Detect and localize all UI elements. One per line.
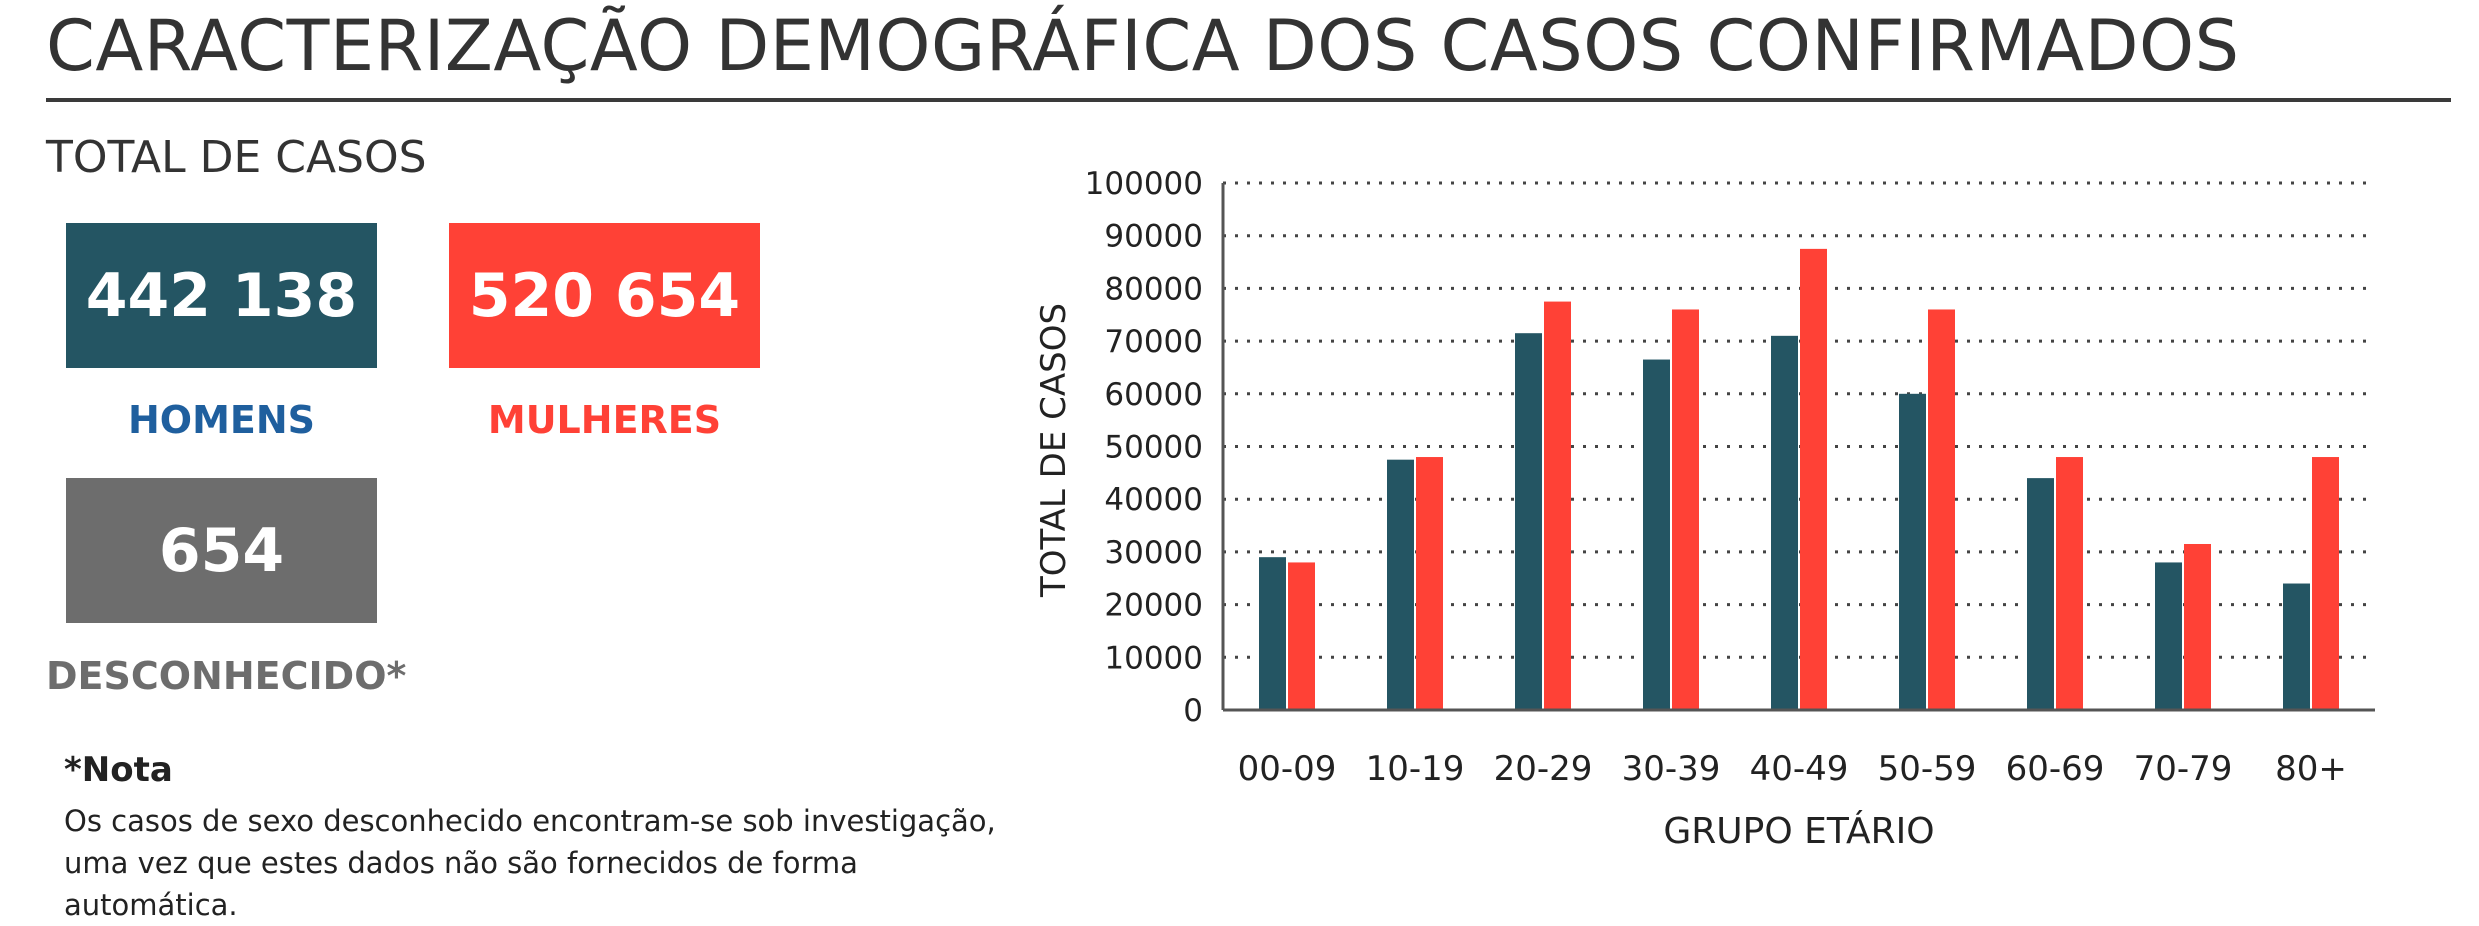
bar-40-49-series-1 <box>1771 335 1798 710</box>
unknown-label: DESCONHECIDO* <box>46 654 407 698</box>
men-total-value: 442 138 <box>85 260 358 331</box>
y-tick-label: 100000 <box>1085 166 1203 202</box>
y-tick-label: 80000 <box>1104 271 1203 307</box>
bar-30-39-series-2 <box>1672 309 1699 710</box>
bar-00-09-series-2 <box>1288 562 1315 710</box>
x-tick-label: 80+ <box>2275 749 2347 789</box>
note-heading: *Nota <box>64 750 173 790</box>
page-title: CARACTERIZAÇÃO DEMOGRÁFICA DOS CASOS CON… <box>46 5 2240 87</box>
x-tick-label: 50-59 <box>1878 749 1977 789</box>
x-tick-label: 70-79 <box>2134 749 2233 789</box>
women-total-box: 520 654 <box>449 223 760 368</box>
chart-gridlines <box>1223 181 2375 659</box>
y-tick-label: 90000 <box>1104 219 1203 255</box>
note-text: Os casos de sexo desconhecido encontram-… <box>64 800 1024 926</box>
bar-50-59-series-1 <box>1899 393 1926 710</box>
chart-bars <box>1259 248 2339 710</box>
unknown-total-value: 654 <box>158 515 285 586</box>
unknown-total-box: 654 <box>66 478 377 623</box>
x-axis-ticks: 00-09 10-19 20-29 30-39 40-49 50-59 60-69 70-79… <box>1238 749 2347 789</box>
bar-60-69-series-2 <box>2056 457 2083 710</box>
x-tick-label: 00-09 <box>1238 749 1337 789</box>
bar-10-19-series-1 <box>1387 459 1414 710</box>
y-tick-label: 60000 <box>1104 377 1203 413</box>
bar-20-29-series-2 <box>1544 301 1571 710</box>
bar-80+-series-2 <box>2312 457 2339 710</box>
x-tick-label: 40-49 <box>1750 749 1849 789</box>
bar-20-29-series-1 <box>1515 333 1542 710</box>
bar-70-79-series-1 <box>2155 562 2182 710</box>
x-tick-label: 10-19 <box>1366 749 1465 789</box>
x-tick-label: 60-69 <box>2006 749 2105 789</box>
women-label: MULHERES <box>487 398 722 442</box>
chart-axes <box>1221 183 2375 712</box>
x-axis-title: GRUPO ETÁRIO <box>1663 810 1934 852</box>
bar-30-39-series-1 <box>1643 359 1670 710</box>
y-tick-label: 10000 <box>1104 640 1203 676</box>
women-total-value: 520 654 <box>468 260 741 331</box>
bar-00-09-series-1 <box>1259 557 1286 710</box>
bar-60-69-series-1 <box>2027 478 2054 710</box>
men-label: HOMENS <box>127 398 316 442</box>
y-tick-label: 40000 <box>1104 482 1203 518</box>
y-axis-ticks: 0 10000 20000 30000 40000 50000 60000 70000 8000… <box>1085 166 1203 729</box>
y-tick-label: 50000 <box>1104 430 1203 466</box>
x-tick-label: 20-29 <box>1494 749 1593 789</box>
y-axis-title: TOTAL DE CASOS <box>1034 303 1074 598</box>
bar-40-49-series-2 <box>1800 248 1827 710</box>
bar-50-59-series-2 <box>1928 309 1955 710</box>
note-line-1: Os casos de sexo desconhecido encontram-… <box>64 804 996 838</box>
bar-70-79-series-2 <box>2184 543 2211 710</box>
age-group-bar-chart: 0 10000 20000 30000 40000 50000 60000 70000 8000… <box>1034 166 2375 852</box>
bar-80+-series-1 <box>2283 583 2310 710</box>
bar-10-19-series-2 <box>1416 457 1443 710</box>
title-divider <box>46 98 2451 102</box>
y-tick-label: 30000 <box>1104 535 1203 571</box>
x-tick-label: 30-39 <box>1622 749 1721 789</box>
y-tick-label: 70000 <box>1104 324 1203 360</box>
y-tick-label: 0 <box>1183 693 1203 729</box>
y-tick-label: 20000 <box>1104 588 1203 624</box>
note-line-2: uma vez que estes dados não são fornecid… <box>64 846 858 922</box>
men-total-box: 442 138 <box>66 223 377 368</box>
total-cases-title: TOTAL DE CASOS <box>46 132 427 183</box>
